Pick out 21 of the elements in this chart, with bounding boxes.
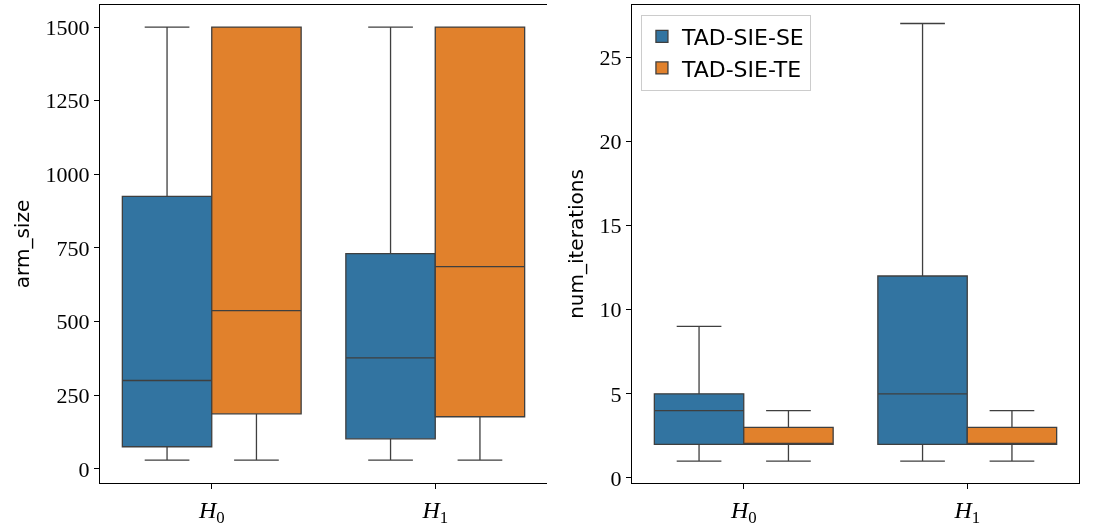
y-tick-label: 1500	[45, 14, 90, 40]
y-tick-label: 750	[56, 235, 90, 261]
y-tick-label: 1000	[45, 162, 90, 188]
legend-label: TAD-SIE-SE	[680, 24, 804, 50]
y-tick-label: 0	[78, 456, 90, 482]
y-tick-label: 15	[599, 213, 622, 239]
x-tick-label: H$_{1}$	[953, 496, 981, 523]
y-tick-label: 0	[610, 465, 622, 491]
y-tick-label: 10	[599, 297, 622, 323]
y-axis-title: num_iterations	[564, 169, 589, 319]
y-tick-label: 500	[56, 309, 90, 335]
legend-label: TAD-SIE-TE	[680, 56, 802, 82]
y-tick-label: 250	[56, 382, 90, 408]
x-tick-label: H$_{0}$	[729, 496, 757, 523]
x-tick-label: H$_{0}$	[197, 496, 225, 523]
y-tick-label: 25	[599, 44, 622, 70]
y-tick-label: 1250	[45, 88, 90, 114]
y-axis-title: arm_size	[10, 199, 35, 289]
y-tick-label: 5	[610, 381, 622, 407]
x-tick-label: H$_{1}$	[421, 496, 449, 523]
y-tick-label: 20	[599, 129, 622, 155]
